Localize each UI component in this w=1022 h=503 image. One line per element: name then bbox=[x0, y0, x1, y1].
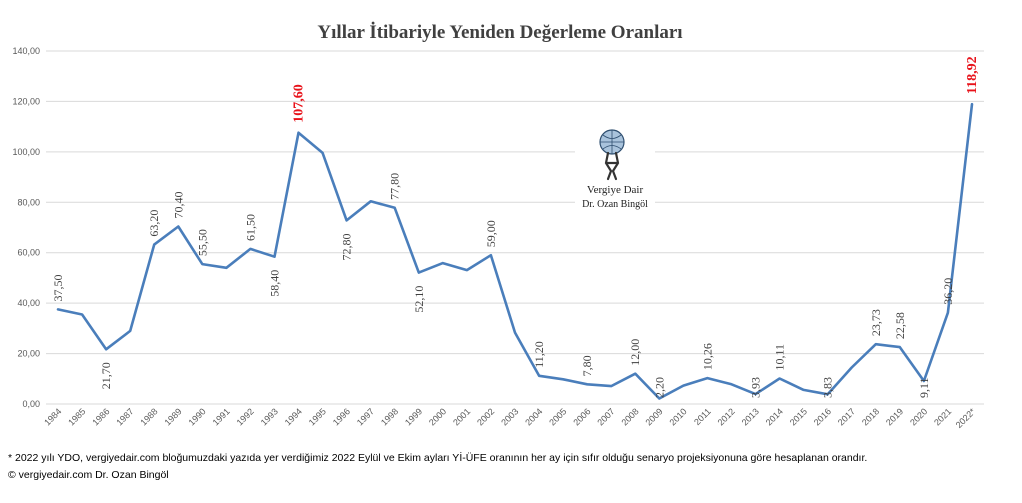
data-label: 36,20 bbox=[941, 278, 955, 305]
data-label: 23,73 bbox=[869, 309, 883, 336]
data-label: 77,80 bbox=[388, 173, 402, 200]
x-tick-label: 2012 bbox=[716, 406, 737, 427]
x-tick-label: 2001 bbox=[451, 406, 472, 427]
data-label: 12,00 bbox=[628, 339, 642, 366]
x-tick-label: 2018 bbox=[860, 406, 881, 427]
y-tick-label: 100,00 bbox=[12, 147, 40, 157]
x-tick-label: 2007 bbox=[595, 406, 616, 427]
x-tick-label: 2010 bbox=[668, 406, 689, 427]
data-label: 3,93 bbox=[749, 377, 763, 398]
x-tick-label: 2016 bbox=[812, 406, 833, 427]
data-label: 55,50 bbox=[195, 229, 209, 256]
data-label: 7,80 bbox=[580, 355, 594, 376]
x-tick-label: 2013 bbox=[740, 406, 761, 427]
x-tick-label: 2021 bbox=[932, 406, 953, 427]
data-label: 59,00 bbox=[484, 220, 498, 247]
x-tick-label: 1994 bbox=[283, 406, 304, 427]
x-tick-label: 2011 bbox=[692, 406, 713, 427]
data-label: 21,70 bbox=[99, 362, 113, 389]
data-label: 10,26 bbox=[700, 343, 714, 370]
data-label: 2,20 bbox=[652, 377, 666, 398]
watermark-logo: Vergiye Dair Dr. Ozan Bingöl bbox=[575, 127, 655, 213]
data-label: 9,11 bbox=[917, 377, 931, 398]
x-tick-label: 2006 bbox=[571, 406, 592, 427]
data-label: 63,20 bbox=[147, 210, 161, 237]
data-label: 52,10 bbox=[412, 286, 426, 313]
data-label: 61,50 bbox=[243, 214, 257, 241]
x-axis-ticks: 1984 1985 1986 1987 1988 1989 1990 1991 1992 1993… bbox=[42, 406, 978, 430]
x-tick-label: 2000 bbox=[427, 406, 448, 427]
x-tick-label: 1999 bbox=[403, 406, 424, 427]
data-label: 11,20 bbox=[532, 341, 546, 368]
data-label: 37,50 bbox=[51, 274, 65, 301]
copyright: © vergiyedair.com Dr. Ozan Bingöl bbox=[8, 469, 169, 481]
footnote: * 2022 yılı YDO, vergiyedair.com bloğumu… bbox=[8, 452, 868, 464]
atlas-figure-icon bbox=[604, 151, 620, 181]
series-line bbox=[56, 102, 974, 400]
y-tick-label: 80,00 bbox=[17, 197, 40, 207]
data-label: 118,92 bbox=[965, 56, 980, 94]
x-tick-label: 1991 bbox=[211, 406, 232, 427]
x-tick-label: 2020 bbox=[908, 406, 929, 427]
x-tick-label: 1997 bbox=[355, 406, 376, 427]
data-label: 72,80 bbox=[340, 233, 354, 260]
y-tick-label: 60,00 bbox=[17, 248, 40, 258]
x-tick-label: 1986 bbox=[90, 406, 111, 427]
logo-line-2: Dr. Ozan Bingöl bbox=[582, 199, 648, 210]
data-label: 70,40 bbox=[171, 191, 185, 218]
x-tick-label: 1996 bbox=[331, 406, 352, 427]
data-label: 22,58 bbox=[893, 312, 907, 339]
x-tick-label: 1985 bbox=[66, 406, 87, 427]
x-tick-label: 2019 bbox=[884, 406, 905, 427]
x-tick-label: 1988 bbox=[138, 406, 159, 427]
data-labels: 37,50 21,70 63,20 70,40 55,50 61,50 58,40 107,6… bbox=[51, 56, 980, 398]
x-tick-label: 1995 bbox=[307, 406, 328, 427]
globe-icon-lines bbox=[600, 130, 624, 154]
x-tick-label: 2004 bbox=[523, 406, 544, 427]
x-tick-label: 1989 bbox=[162, 406, 183, 427]
data-label: 10,11 bbox=[773, 344, 787, 371]
chart-title: Yıllar İtibariyle Yeniden Değerleme Oran… bbox=[317, 22, 682, 43]
gridlines bbox=[46, 50, 984, 405]
data-label: 107,60 bbox=[292, 84, 307, 123]
x-tick-label: 2009 bbox=[643, 406, 664, 427]
data-label: 58,40 bbox=[267, 270, 281, 297]
x-tick-label: 2022* bbox=[954, 406, 978, 430]
x-tick-label: 1993 bbox=[259, 406, 280, 427]
x-tick-label: 2005 bbox=[547, 406, 568, 427]
logo-line-1: Vergiye Dair bbox=[587, 184, 644, 196]
x-tick-label: 1992 bbox=[235, 406, 256, 427]
x-tick-label: 2002 bbox=[475, 406, 496, 427]
y-tick-label: 20,00 bbox=[17, 349, 40, 359]
x-tick-label: 1987 bbox=[114, 406, 135, 427]
x-tick-label: 1990 bbox=[187, 406, 208, 427]
x-tick-label: 2003 bbox=[499, 406, 520, 427]
x-tick-label: 2014 bbox=[764, 406, 785, 427]
y-tick-label: 140,00 bbox=[12, 46, 40, 56]
x-tick-label: 2015 bbox=[788, 406, 809, 427]
x-tick-label: 2008 bbox=[619, 406, 640, 427]
data-label: 3,83 bbox=[821, 377, 835, 398]
y-axis-ticks: 0,00 20,00 40,00 60,00 80,00 100,00 120,00 140,… bbox=[12, 46, 40, 409]
y-tick-label: 120,00 bbox=[12, 96, 40, 106]
x-tick-label: 2017 bbox=[836, 406, 857, 427]
y-tick-label: 40,00 bbox=[17, 298, 40, 308]
x-tick-label: 1984 bbox=[42, 406, 63, 427]
y-tick-label: 0,00 bbox=[22, 399, 40, 409]
x-tick-label: 1998 bbox=[379, 406, 400, 427]
